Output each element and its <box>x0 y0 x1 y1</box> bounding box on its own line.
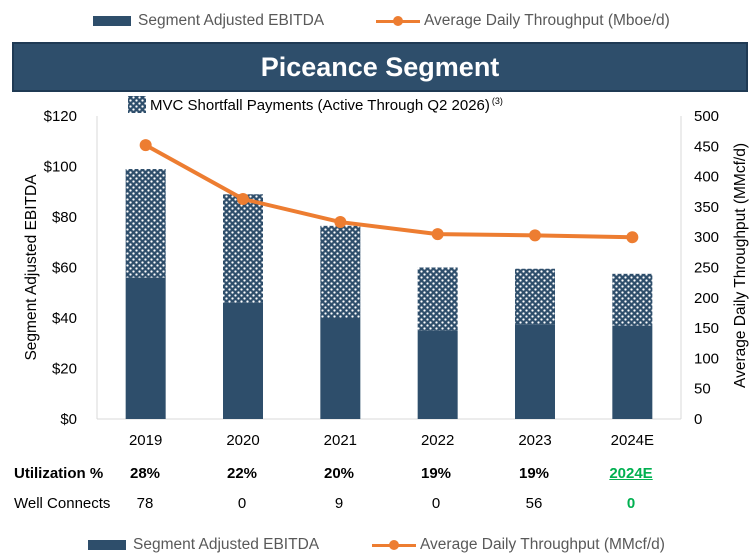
left-tick-label: $20 <box>52 361 77 378</box>
throughput-point <box>334 216 347 229</box>
throughput-point <box>626 231 639 244</box>
bottom-legend-swatch-throughput <box>372 539 416 551</box>
bottom-legend-swatch-ebitda <box>88 540 126 550</box>
top-legend: Segment Adjusted EBITDA Average Daily Th… <box>0 8 755 34</box>
x-tick-label: 2024E <box>611 432 654 449</box>
bottom-legend-item-throughput: Average Daily Throughput (MMcf/d) <box>372 532 665 558</box>
bottom-legend-label-throughput: Average Daily Throughput (MMcf/d) <box>420 536 665 553</box>
right-tick-label: 0 <box>694 411 702 428</box>
left-tick-label: $100 <box>44 159 77 176</box>
right-tick-label: 50 <box>694 381 711 398</box>
right-tick-label: 250 <box>694 260 719 277</box>
right-tick-label: 200 <box>694 290 719 307</box>
mvc-legend-label: MVC Shortfall Payments (Active Through Q… <box>150 97 490 114</box>
chart-root: $0 $20 $40 $60 $80 $100 $120 0 50 100 150 200 250 300… <box>23 96 749 449</box>
x-tick-label: 2019 <box>129 432 162 449</box>
legend-swatch-throughput <box>376 15 420 27</box>
ebitda-bar <box>515 324 555 419</box>
utilization-2020: 22% <box>226 465 258 482</box>
throughput-line <box>143 143 635 240</box>
utilization-2023: 19% <box>518 465 550 482</box>
right-tick-label: 300 <box>694 229 719 246</box>
right-axis-title: Average Daily Throughput (MMcf/d) <box>732 143 749 388</box>
left-tick-label: $60 <box>52 260 77 277</box>
x-tick-label: 2021 <box>324 432 357 449</box>
x-tick-label: 2023 <box>518 432 551 449</box>
mvc-shortfall-bar <box>612 273 653 326</box>
mvc-legend-footnote: (3) <box>492 96 503 106</box>
left-tick-label: $120 <box>44 108 77 125</box>
title-banner: Piceance Segment <box>12 42 748 92</box>
right-tick-label: 500 <box>694 108 719 125</box>
well-connects-label: Well Connects <box>14 495 111 512</box>
x-tick-label: 2022 <box>421 432 454 449</box>
well-connects-2021: 9 <box>334 495 344 512</box>
ebitda-bar <box>223 302 263 419</box>
left-tick-label: $40 <box>52 310 77 327</box>
ebitda-bar <box>612 325 653 419</box>
throughput-point <box>139 139 152 152</box>
mvc-shortfall-bar <box>417 267 458 331</box>
mvc-shortfall-bar <box>515 268 555 325</box>
well-connects-row: Well Connects 78 0 9 0 56 0 <box>0 491 755 517</box>
legend-label-ebitda: Segment Adjusted EBITDA <box>138 12 325 29</box>
right-tick-label: 400 <box>694 169 719 186</box>
right-tick-label: 450 <box>694 138 719 155</box>
well-connects-2024e: 0 <box>626 495 636 512</box>
utilization-label: Utilization % <box>14 465 104 482</box>
well-connects-2022: 0 <box>431 495 441 512</box>
right-tick-label: 350 <box>694 199 719 216</box>
utilization-row: Utilization % 28% 22% 20% 19% 19% 2024E <box>0 461 755 487</box>
legend-item-ebitda: Segment Adjusted EBITDA <box>93 8 324 34</box>
legend-swatch-ebitda <box>93 16 131 26</box>
bottom-legend-label-ebitda: Segment Adjusted EBITDA <box>133 536 320 553</box>
utilization-2019: 28% <box>129 465 161 482</box>
mvc-shortfall-bar <box>125 169 166 278</box>
throughput-point <box>237 193 249 206</box>
right-tick-label: 150 <box>694 320 719 337</box>
utilization-2021: 20% <box>323 465 355 482</box>
well-connects-2019: 78 <box>136 495 154 512</box>
throughput-point <box>529 229 541 242</box>
ebitda-bar <box>417 330 458 419</box>
throughput-point <box>431 228 444 241</box>
x-tick-label: 2020 <box>226 432 259 449</box>
mvc-shortfall-bar <box>223 194 263 303</box>
well-connects-2020: 0 <box>237 495 247 512</box>
utilization-2022: 19% <box>420 465 452 482</box>
bottom-legend-item-ebitda: Segment Adjusted EBITDA <box>88 532 319 558</box>
left-tick-label: $0 <box>60 411 77 428</box>
well-connects-2023: 56 <box>525 495 543 512</box>
bottom-legend: Segment Adjusted EBITDA Average Daily Th… <box>0 532 755 558</box>
left-axis-title: Segment Adjusted EBITDA <box>23 174 40 361</box>
left-tick-label: $80 <box>52 209 77 226</box>
legend-label-throughput: Average Daily Throughput (Mboe/d) <box>424 12 670 29</box>
utilization-2024e: 2024E <box>609 465 653 482</box>
chart-title: Piceance Segment <box>260 51 500 82</box>
ebitda-bar <box>125 277 166 419</box>
right-tick-label: 100 <box>694 350 719 367</box>
mvc-shortfall-bar <box>320 225 361 318</box>
ebitda-bar <box>320 318 361 419</box>
legend-item-throughput: Average Daily Throughput (Mboe/d) <box>376 8 670 34</box>
mvc-legend-swatch <box>128 96 146 113</box>
